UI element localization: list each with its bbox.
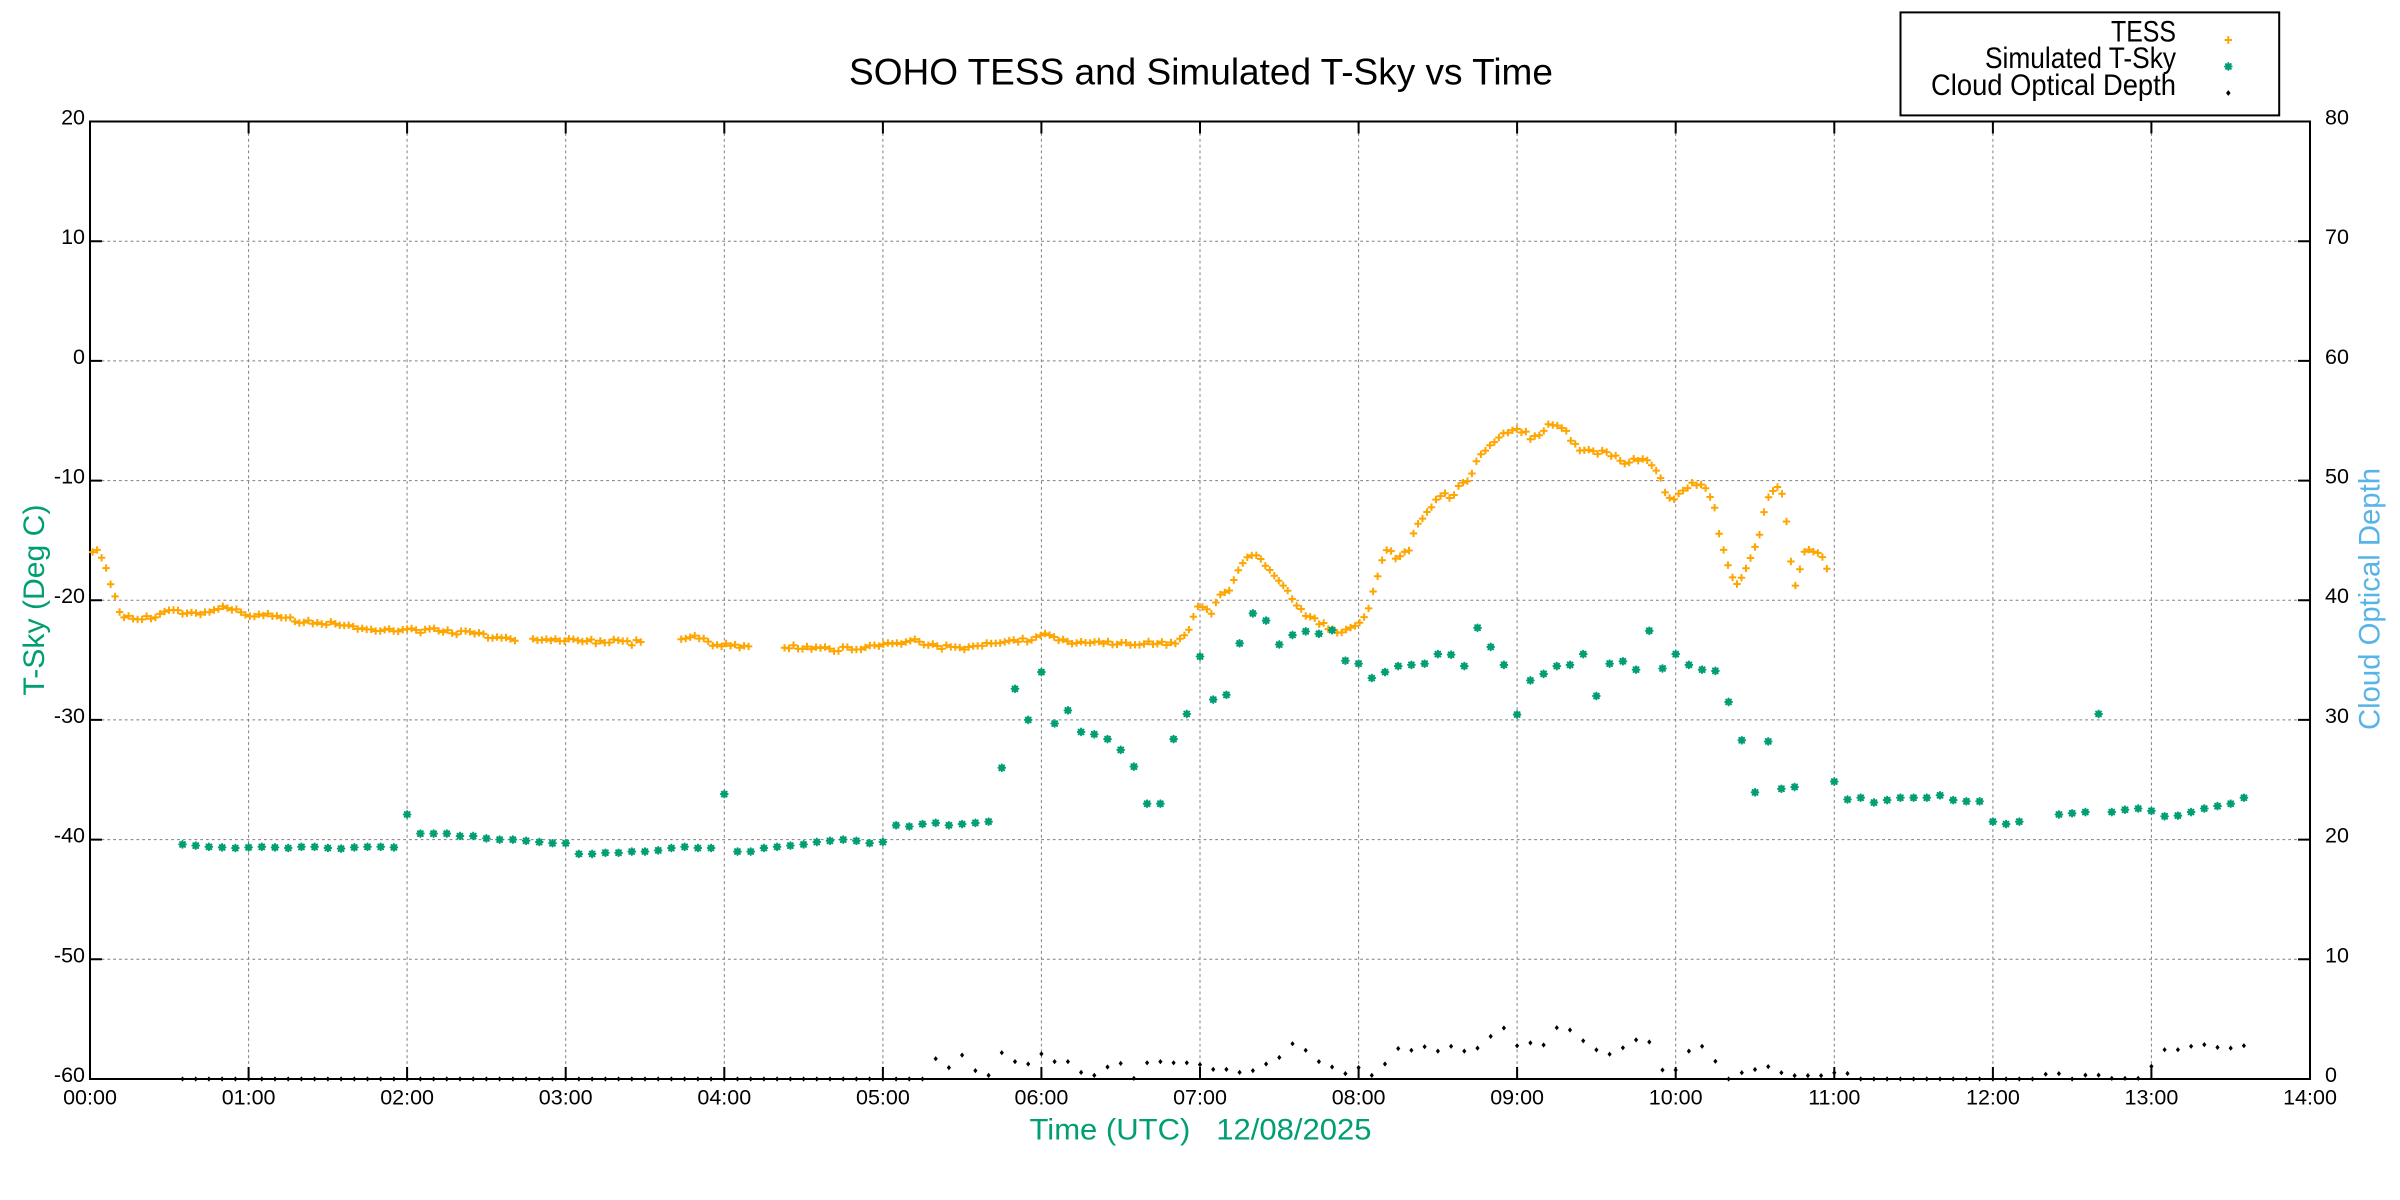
svg-text:10: 10 xyxy=(61,225,85,249)
svg-text:50: 50 xyxy=(2325,465,2349,489)
svg-text:0: 0 xyxy=(2325,1063,2337,1087)
svg-text:Time (UTC) 12/08/2025: Time (UTC) 12/08/2025 xyxy=(1030,1114,1372,1147)
svg-text:08:00: 08:00 xyxy=(1332,1086,1386,1110)
svg-text:07:00: 07:00 xyxy=(1173,1086,1227,1110)
svg-text:20: 20 xyxy=(61,106,85,130)
svg-text:10:00: 10:00 xyxy=(1649,1086,1703,1110)
svg-text:11:00: 11:00 xyxy=(1808,1086,1860,1110)
svg-text:-20: -20 xyxy=(54,584,85,608)
svg-text:-60: -60 xyxy=(54,1063,85,1087)
svg-text:02:00: 02:00 xyxy=(380,1086,434,1110)
svg-text:Simulated T-Sky: Simulated T-Sky xyxy=(1985,42,2176,75)
svg-text:12:00: 12:00 xyxy=(1966,1086,2020,1110)
svg-text:20: 20 xyxy=(2325,824,2349,848)
svg-text:-30: -30 xyxy=(54,704,85,728)
svg-text:04:00: 04:00 xyxy=(697,1086,751,1110)
svg-text:80: 80 xyxy=(2325,106,2349,130)
svg-text:-10: -10 xyxy=(54,465,85,489)
svg-text:10: 10 xyxy=(2325,943,2349,967)
svg-text:05:00: 05:00 xyxy=(856,1086,910,1110)
svg-text:TESS: TESS xyxy=(2111,16,2176,49)
svg-text:0: 0 xyxy=(73,345,85,369)
svg-text:T-Sky (Deg C): T-Sky (Deg C) xyxy=(18,505,51,696)
svg-text:SOHO TESS and Simulated T-Sky: SOHO TESS and Simulated T-Sky vs Time xyxy=(849,52,1553,93)
svg-text:-50: -50 xyxy=(54,943,85,967)
svg-text:14:00: 14:00 xyxy=(2283,1086,2337,1110)
svg-text:30: 30 xyxy=(2325,704,2349,728)
svg-text:03:00: 03:00 xyxy=(539,1086,593,1110)
svg-text:70: 70 xyxy=(2325,225,2349,249)
svg-text:40: 40 xyxy=(2325,584,2349,608)
svg-text:Cloud Optical Depth: Cloud Optical Depth xyxy=(1931,69,2176,102)
svg-text:13:00: 13:00 xyxy=(2124,1086,2178,1110)
svg-text:00:00: 00:00 xyxy=(63,1086,117,1110)
svg-text:01:00: 01:00 xyxy=(222,1086,276,1110)
svg-text:60: 60 xyxy=(2325,345,2349,369)
svg-text:Cloud Optical Depth: Cloud Optical Depth xyxy=(2354,468,2387,730)
svg-text:09:00: 09:00 xyxy=(1490,1086,1544,1110)
svg-text:-40: -40 xyxy=(54,824,85,848)
svg-text:06:00: 06:00 xyxy=(1014,1086,1068,1110)
